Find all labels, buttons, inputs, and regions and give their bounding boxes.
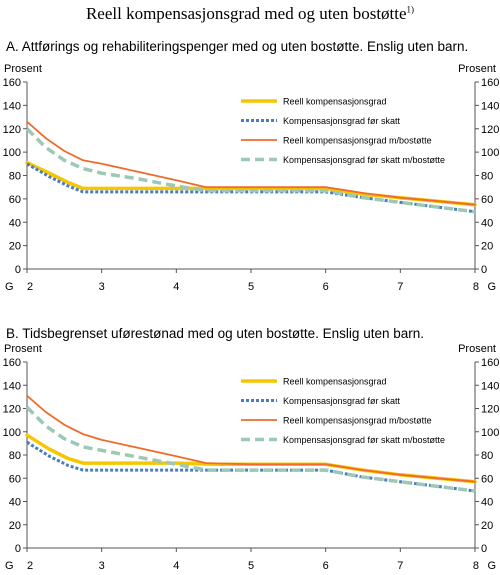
x-tick-label: 5 <box>248 560 254 572</box>
y-tick-label-right: 20 <box>481 241 493 253</box>
legend-label: Kompensasjonsgrad før skatt <box>283 116 401 126</box>
x-axis-label-left: G <box>5 281 14 293</box>
x-tick-label: 5 <box>248 281 254 293</box>
y-tick-label-right: 60 <box>481 194 493 206</box>
y-tick-label-left: 60 <box>9 473 21 485</box>
x-axis-label-right: G <box>487 560 496 572</box>
x-tick-label: 8 <box>473 281 479 293</box>
figure-title-note: 1) <box>406 4 415 15</box>
y-tick-label-left: 80 <box>9 171 21 183</box>
chart-panel: A. Attførings og rehabiliteringspenger m… <box>3 39 500 293</box>
y-tick-label-right: 100 <box>481 427 499 439</box>
y-tick-label-left: 20 <box>9 241 21 253</box>
legend-label: Reell kompensasjonsgrad <box>283 97 387 107</box>
chart-title: B. Tidsbegrenset uførestønad med og uten… <box>6 326 424 341</box>
legend-label: Kompensasjonsgrad før skatt m/bostøtte <box>283 435 445 445</box>
x-tick-label: 3 <box>99 560 105 572</box>
y-tick-label-right: 140 <box>481 380 499 392</box>
legend-label: Reell kompensasjonsgrad <box>283 377 387 387</box>
y-axis-label-left: Prosent <box>4 343 42 355</box>
y-tick-label-right: 40 <box>481 497 493 509</box>
y-tick-label-left: 100 <box>3 147 21 159</box>
y-tick-label-left: 160 <box>3 357 21 369</box>
legend-label: Kompensasjonsgrad før skatt <box>283 396 401 406</box>
y-tick-label-right: 120 <box>481 124 499 136</box>
y-tick-label-right: 0 <box>481 543 487 555</box>
y-tick-label-right: 100 <box>481 147 499 159</box>
y-tick-label-right: 60 <box>481 473 493 485</box>
x-tick-label: 6 <box>323 281 329 293</box>
x-tick-label: 7 <box>397 560 403 572</box>
y-tick-label-left: 120 <box>3 404 21 416</box>
x-tick-label: 6 <box>323 560 329 572</box>
y-tick-label-left: 40 <box>9 497 21 509</box>
y-tick-label-right: 40 <box>481 217 493 229</box>
y-tick-label-left: 140 <box>3 100 21 112</box>
y-tick-label-left: 0 <box>15 264 21 276</box>
x-tick-label: 4 <box>173 281 179 293</box>
x-tick-label: 3 <box>99 281 105 293</box>
x-tick-label: 7 <box>397 281 403 293</box>
y-tick-label-left: 80 <box>9 450 21 462</box>
figure-title: Reell kompensasjonsgrad med og uten bost… <box>0 4 500 24</box>
y-tick-label-right: 20 <box>481 520 493 532</box>
legend-label: Reell kompensasjonsgrad m/bostøtte <box>283 136 432 146</box>
y-tick-label-left: 140 <box>3 380 21 392</box>
y-tick-label-left: 40 <box>9 217 21 229</box>
x-axis-label-right: G <box>487 281 496 293</box>
y-tick-label-right: 0 <box>481 264 487 276</box>
series-line <box>26 394 476 483</box>
y-axis-label-right: Prosent <box>458 63 496 75</box>
y-tick-label-right: 160 <box>481 357 499 369</box>
x-axis-label-left: G <box>5 560 14 572</box>
y-tick-label-left: 100 <box>3 427 21 439</box>
y-tick-label-right: 80 <box>481 450 493 462</box>
y-axis-label-left: Prosent <box>4 63 42 75</box>
y-tick-label-left: 0 <box>15 543 21 555</box>
y-axis-label-right: Prosent <box>458 343 496 355</box>
y-tick-label-left: 20 <box>9 520 21 532</box>
y-tick-label-right: 120 <box>481 404 499 416</box>
y-tick-label-right: 80 <box>481 171 493 183</box>
legend-label: Kompensasjonsgrad før skatt m/bostøtte <box>283 155 445 165</box>
y-tick-label-left: 120 <box>3 124 21 136</box>
series-line <box>26 162 476 214</box>
x-tick-label: 8 <box>473 560 479 572</box>
y-tick-label-left: 160 <box>3 77 21 89</box>
chart-title: A. Attførings og rehabiliteringspenger m… <box>6 39 468 54</box>
y-tick-label-right: 140 <box>481 100 499 112</box>
y-tick-label-left: 60 <box>9 194 21 206</box>
figure-title-text: Reell kompensasjonsgrad med og uten bost… <box>85 4 407 23</box>
y-tick-label-right: 160 <box>481 77 499 89</box>
chart-panel: B. Tidsbegrenset uførestønad med og uten… <box>3 326 500 572</box>
legend-label: Reell kompensasjonsgrad m/bostøtte <box>283 416 432 426</box>
x-tick-label: 2 <box>27 281 33 293</box>
x-tick-label: 2 <box>27 560 33 572</box>
x-tick-label: 4 <box>173 560 179 572</box>
series-line <box>26 440 476 493</box>
series-line <box>26 120 476 206</box>
